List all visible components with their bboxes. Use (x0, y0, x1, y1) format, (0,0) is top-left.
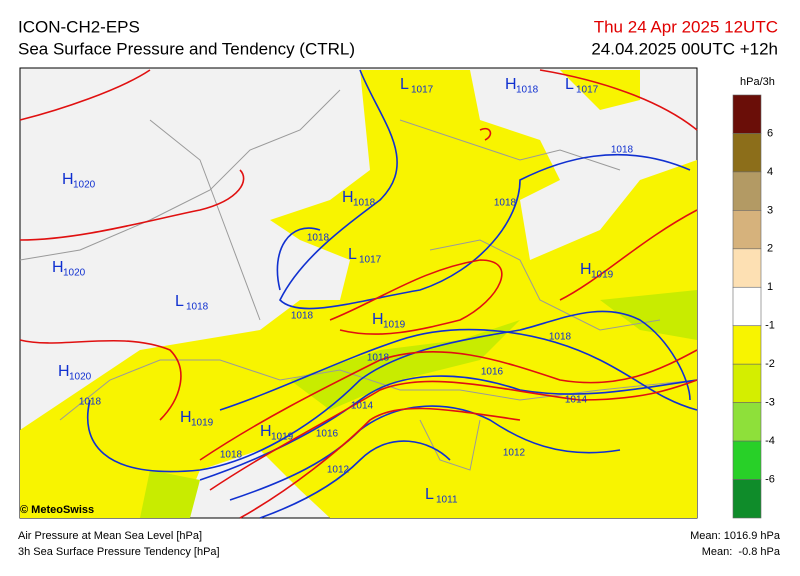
isobar-label: 1018 (291, 311, 314, 322)
center-value: 1011 (436, 495, 458, 506)
center-letter: L (565, 76, 574, 93)
footer-line: Air Pressure at Mean Sea Level [hPa] (18, 530, 202, 542)
legend-tick-label: -2 (765, 358, 775, 370)
legend-swatch (732, 94, 762, 134)
legend-swatch (732, 479, 762, 519)
credit: © MeteoSwiss (20, 504, 94, 516)
legend-tick-label: 3 (767, 204, 773, 216)
legend-swatch (732, 440, 762, 480)
legend: 6 4 3 2 1 -1 -2 -3 -4 -6 (732, 94, 775, 519)
center-letter: L (175, 293, 184, 310)
legend-swatch (732, 133, 762, 173)
center-value: 1020 (69, 372, 92, 383)
center-value: 1017 (576, 85, 599, 96)
center-value: 1019 (591, 270, 614, 281)
legend-tick-label: -1 (765, 320, 775, 332)
isobar-label: 1018 (307, 233, 330, 244)
legend-tick-label: 4 (767, 166, 773, 178)
center-value: 1020 (63, 268, 86, 279)
center-letter: H (372, 311, 384, 328)
valid-time: Thu 24 Apr 2025 12UTC (594, 17, 778, 36)
center-letter: L (348, 246, 357, 263)
footer-mean: Mean: -0.8 hPa (702, 546, 781, 558)
legend-swatch (732, 363, 762, 403)
footer-line: 3h Sea Surface Pressure Tendency [hPa] (18, 546, 220, 558)
legend-tick-label: -6 (765, 473, 775, 485)
center-letter: H (260, 423, 272, 440)
legend-tick-label: -3 (765, 397, 775, 409)
isobar-label: 1018 (494, 198, 517, 209)
isobar-label: 1014 (351, 401, 374, 412)
isobar-label: 1012 (503, 448, 526, 459)
legend-swatch (732, 286, 762, 327)
tendency-areas-green (140, 290, 697, 518)
center-value: 1019 (191, 418, 214, 429)
tendency-areas (20, 70, 697, 518)
center-value: 1017 (359, 255, 382, 266)
center-letter: H (505, 76, 517, 93)
legend-swatch (732, 171, 762, 211)
center-value: 1019 (271, 432, 294, 443)
center-letter: H (58, 363, 70, 380)
center-value: 1019 (383, 320, 406, 331)
isobars (86, 69, 698, 519)
legend-tick-label: 1 (767, 281, 773, 293)
isobar-label: 1016 (316, 429, 339, 440)
center-letter: H (180, 409, 192, 426)
footer-mean: Mean: 1016.9 hPa (690, 530, 781, 542)
legend-tick-label: 2 (767, 243, 773, 255)
center-value: 1018 (186, 302, 209, 313)
isobar-label: 1018 (611, 145, 634, 156)
center-value: 1017 (411, 85, 434, 96)
legend-tick-label: 6 (767, 127, 773, 139)
isobar-label: 1014 (565, 395, 588, 406)
borders (19, 89, 698, 471)
legend-tick-label: -4 (765, 435, 775, 447)
center-letter: H (62, 171, 74, 188)
legend-swatch (732, 325, 762, 365)
legend-swatch (732, 402, 762, 442)
subtitle: Sea Surface Pressure and Tendency (CTRL) (18, 39, 355, 58)
center-value: 1018 (353, 198, 376, 209)
isobar-label: 1018 (367, 353, 390, 364)
legend-unit: hPa/3h (740, 76, 775, 88)
isobar-label: 1016 (481, 367, 504, 378)
center-letter: L (400, 76, 409, 93)
legend-swatch (732, 248, 762, 288)
center-value: 1018 (516, 85, 539, 96)
center-value: 1020 (73, 180, 96, 191)
isobar-label: 1018 (220, 450, 243, 461)
run-time: 24.04.2025 00UTC +12h (591, 39, 778, 58)
center-letter: L (425, 486, 434, 503)
legend-swatch (732, 210, 762, 250)
center-letter: H (52, 259, 64, 276)
isobar-label: 1018 (79, 397, 102, 408)
center-letter: H (342, 189, 354, 206)
isobar-label: 1012 (327, 465, 350, 476)
center-letter: H (580, 261, 592, 278)
model-name: ICON-CH2-EPS (18, 17, 140, 36)
isobar-label: 1018 (549, 332, 572, 343)
tendency-contours (19, 69, 698, 519)
